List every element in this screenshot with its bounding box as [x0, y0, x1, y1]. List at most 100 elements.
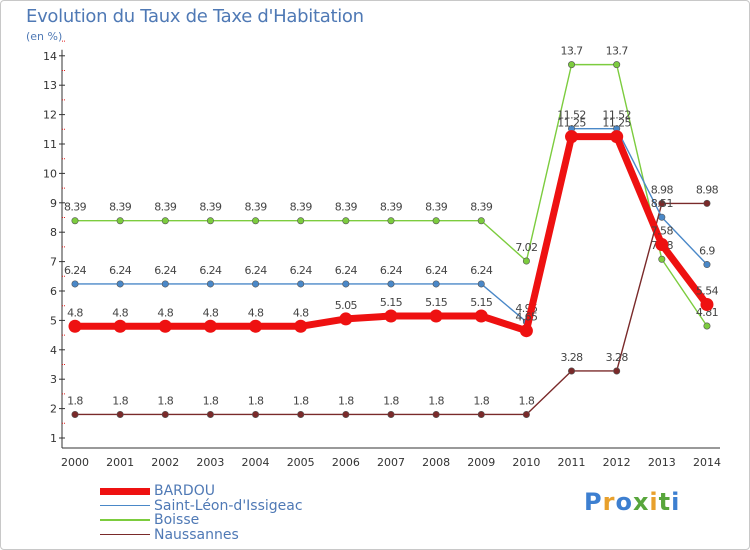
- y-tick-label: 1: [50, 432, 57, 445]
- x-tick-label: 2014: [693, 456, 721, 469]
- y-tick-label: 10: [43, 167, 57, 180]
- data-label: 1.8: [112, 394, 128, 407]
- data-point: [610, 130, 624, 144]
- data-label: 6.24: [109, 264, 132, 277]
- data-label: 1.8: [293, 394, 309, 407]
- data-label: 8.39: [470, 201, 493, 214]
- data-point: [161, 280, 169, 288]
- chart-unit-label: (en %): [26, 30, 63, 43]
- data-label: 8.39: [109, 201, 132, 214]
- data-label: 6.9: [699, 245, 715, 258]
- data-point: [429, 309, 443, 323]
- data-point: [71, 217, 79, 225]
- data-point: [71, 280, 79, 288]
- data-point: [206, 410, 214, 418]
- data-label: 6.24: [425, 264, 448, 277]
- data-point: [384, 309, 398, 323]
- data-label: 8.39: [425, 201, 448, 214]
- data-label: 5.05: [335, 299, 358, 312]
- data-label: 5.15: [380, 296, 403, 309]
- logo-letter: i: [671, 488, 681, 516]
- data-label: 1.8: [383, 394, 399, 407]
- series-line-saint-l-on-d-issigeac: [74, 128, 708, 323]
- data-label: 8.39: [245, 201, 268, 214]
- data-point: [432, 410, 440, 418]
- data-label: 4.8: [293, 306, 309, 319]
- legend-item: Naussannes: [100, 526, 360, 543]
- legend-label: BARDOU: [154, 483, 215, 499]
- data-point: [158, 319, 172, 333]
- y-tick-label: 6: [50, 285, 57, 298]
- data-label: 1.8: [338, 394, 354, 407]
- data-label: 8.98: [696, 183, 719, 196]
- legend-label: Naussannes: [154, 526, 239, 543]
- data-label: 8.39: [199, 201, 222, 214]
- x-tick-label: 2006: [332, 456, 360, 469]
- chart-title: Evolution du Taux de Taxe d'Habitation: [26, 6, 364, 27]
- data-label: 8.51: [651, 197, 673, 210]
- x-tick-label: 2013: [648, 456, 676, 469]
- logo-letter: r: [602, 488, 616, 516]
- data-label: 1.8: [67, 394, 83, 407]
- proxiti-logo: Proxiti: [584, 488, 680, 516]
- x-tick-label: 2010: [512, 456, 540, 469]
- data-label: 4.8: [203, 306, 219, 319]
- data-point: [477, 410, 485, 418]
- data-label: 6.24: [290, 264, 313, 277]
- logo-letter: i: [649, 488, 659, 516]
- data-label: 5.54: [696, 285, 719, 298]
- data-label: 11.52: [602, 109, 631, 122]
- data-point: [249, 319, 263, 333]
- x-tick-label: 2009: [467, 456, 495, 469]
- data-label: 4.8: [248, 306, 264, 319]
- data-label: 1.8: [157, 394, 173, 407]
- data-point: [116, 217, 124, 225]
- logo-letter: x: [632, 488, 650, 516]
- data-label: 6.24: [245, 264, 268, 277]
- y-tick-label: 8: [50, 226, 57, 239]
- y-tick-label: 9: [50, 197, 57, 210]
- y-tick-label: 5: [50, 314, 57, 327]
- data-point: [655, 238, 669, 252]
- data-label: 13.7: [560, 45, 583, 58]
- legend-item: Saint-Léon-d'Issigeac: [100, 498, 360, 514]
- data-label: 4.65: [515, 311, 538, 324]
- data-point: [113, 319, 127, 333]
- data-point: [252, 280, 260, 288]
- data-point: [658, 199, 666, 207]
- data-label: 3.28: [606, 351, 629, 364]
- data-point: [477, 280, 485, 288]
- data-point: [206, 280, 214, 288]
- data-point: [519, 324, 533, 338]
- legend-swatch: [100, 519, 150, 521]
- x-tick-label: 2005: [287, 456, 315, 469]
- data-label: 8.39: [154, 201, 177, 214]
- data-label: 7.58: [651, 225, 674, 238]
- data-label: 4.8: [67, 306, 83, 319]
- y-tick-label: 7: [50, 256, 57, 269]
- data-label: 8.98: [651, 183, 674, 196]
- data-label: 6.24: [335, 264, 358, 277]
- y-tick-label: 3: [50, 373, 57, 386]
- x-tick-label: 2001: [106, 456, 134, 469]
- data-point: [294, 319, 308, 333]
- data-point: [387, 410, 395, 418]
- x-tick-label: 2003: [196, 456, 224, 469]
- data-point: [387, 280, 395, 288]
- x-tick-label: 2008: [422, 456, 450, 469]
- data-point: [161, 410, 169, 418]
- data-label: 3.28: [560, 351, 583, 364]
- data-label: 7.02: [515, 241, 537, 254]
- data-point: [658, 213, 666, 221]
- data-point: [522, 257, 530, 265]
- y-tick-label: 2: [50, 403, 57, 416]
- legend-swatch: [100, 504, 150, 507]
- data-point: [68, 319, 82, 333]
- data-point: [474, 309, 488, 323]
- data-label: 6.24: [380, 264, 403, 277]
- data-point: [700, 298, 714, 312]
- data-label: 1.8: [519, 394, 535, 407]
- data-point: [339, 312, 353, 326]
- data-point: [432, 280, 440, 288]
